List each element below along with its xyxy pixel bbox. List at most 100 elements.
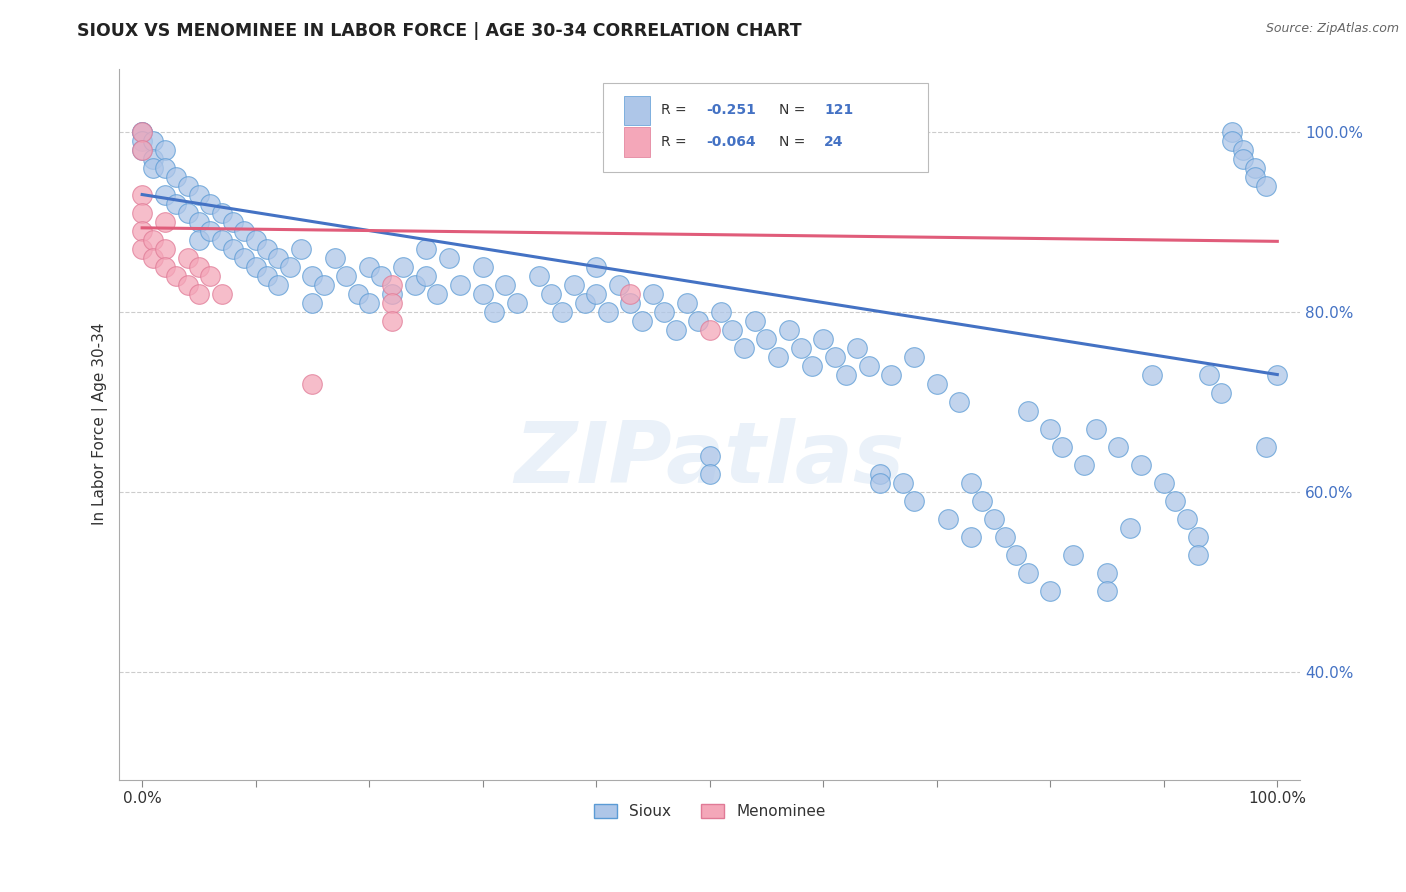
Point bbox=[131, 205, 153, 219]
Point bbox=[245, 233, 267, 247]
Point bbox=[176, 277, 198, 292]
Point bbox=[1050, 440, 1073, 454]
Point bbox=[415, 242, 437, 256]
Point bbox=[176, 178, 198, 193]
Point bbox=[880, 368, 903, 382]
Y-axis label: In Labor Force | Age 30-34: In Labor Force | Age 30-34 bbox=[93, 323, 108, 525]
Point bbox=[1062, 548, 1084, 562]
Point bbox=[585, 286, 607, 301]
Point bbox=[766, 350, 789, 364]
Point bbox=[869, 475, 891, 490]
Point bbox=[176, 205, 198, 219]
Text: -0.064: -0.064 bbox=[706, 135, 756, 149]
Point bbox=[494, 277, 516, 292]
Point bbox=[142, 251, 165, 265]
Point bbox=[312, 277, 335, 292]
Text: ZIPatlas: ZIPatlas bbox=[515, 418, 905, 501]
Point bbox=[347, 286, 370, 301]
Point bbox=[596, 304, 619, 318]
FancyBboxPatch shape bbox=[623, 127, 650, 157]
Point bbox=[142, 161, 165, 175]
Point bbox=[948, 394, 970, 409]
Point bbox=[641, 286, 664, 301]
Point bbox=[688, 313, 710, 327]
Point bbox=[301, 376, 323, 391]
Point bbox=[1232, 143, 1254, 157]
Point bbox=[200, 268, 222, 283]
Point bbox=[551, 304, 574, 318]
Point bbox=[404, 277, 426, 292]
Point bbox=[1175, 511, 1198, 525]
Point bbox=[506, 295, 529, 310]
Point bbox=[925, 376, 948, 391]
Point bbox=[131, 134, 153, 148]
FancyBboxPatch shape bbox=[603, 83, 928, 171]
Point bbox=[142, 152, 165, 166]
Text: N =: N = bbox=[779, 103, 810, 118]
Point bbox=[1164, 493, 1187, 508]
Point bbox=[630, 313, 652, 327]
Point bbox=[200, 223, 222, 237]
Point bbox=[211, 286, 233, 301]
Point bbox=[778, 322, 800, 336]
Point bbox=[1187, 530, 1209, 544]
Point bbox=[187, 214, 209, 228]
Point bbox=[426, 286, 449, 301]
Point bbox=[131, 124, 153, 138]
Point bbox=[153, 260, 176, 274]
Point bbox=[153, 161, 176, 175]
Point bbox=[562, 277, 585, 292]
Point bbox=[153, 187, 176, 202]
Point bbox=[359, 295, 381, 310]
Point bbox=[1232, 152, 1254, 166]
Point bbox=[187, 260, 209, 274]
Point bbox=[290, 242, 312, 256]
Point bbox=[1187, 548, 1209, 562]
Point bbox=[1039, 583, 1062, 598]
Point bbox=[744, 313, 766, 327]
Point bbox=[1017, 566, 1039, 580]
Point bbox=[936, 511, 959, 525]
Point bbox=[1095, 566, 1118, 580]
Point bbox=[1142, 368, 1164, 382]
Point bbox=[370, 268, 392, 283]
Point bbox=[1130, 458, 1153, 472]
Point bbox=[846, 341, 869, 355]
Point bbox=[1073, 458, 1095, 472]
Point bbox=[652, 304, 675, 318]
Point bbox=[131, 223, 153, 237]
Text: 121: 121 bbox=[824, 103, 853, 118]
Point bbox=[153, 214, 176, 228]
Point bbox=[1107, 440, 1129, 454]
Point bbox=[891, 475, 914, 490]
Point bbox=[699, 322, 721, 336]
Point bbox=[789, 341, 811, 355]
Point bbox=[381, 295, 404, 310]
Point bbox=[437, 251, 460, 265]
Point bbox=[142, 233, 165, 247]
Text: R =: R = bbox=[661, 103, 692, 118]
Point bbox=[1198, 368, 1220, 382]
Point bbox=[200, 196, 222, 211]
Point bbox=[710, 304, 733, 318]
Point bbox=[301, 268, 323, 283]
Point bbox=[142, 134, 165, 148]
Point bbox=[211, 233, 233, 247]
Point bbox=[131, 124, 153, 138]
Point bbox=[983, 511, 1005, 525]
Point bbox=[165, 268, 187, 283]
Point bbox=[335, 268, 357, 283]
Point bbox=[1243, 169, 1265, 184]
Point bbox=[903, 493, 925, 508]
Point bbox=[721, 322, 744, 336]
Point bbox=[676, 295, 699, 310]
Point bbox=[813, 332, 835, 346]
Point bbox=[1039, 421, 1062, 435]
Point bbox=[824, 350, 846, 364]
Point bbox=[1243, 161, 1265, 175]
Point bbox=[176, 251, 198, 265]
Point bbox=[278, 260, 301, 274]
Point bbox=[699, 449, 721, 463]
Text: N =: N = bbox=[779, 135, 810, 149]
Point bbox=[153, 242, 176, 256]
